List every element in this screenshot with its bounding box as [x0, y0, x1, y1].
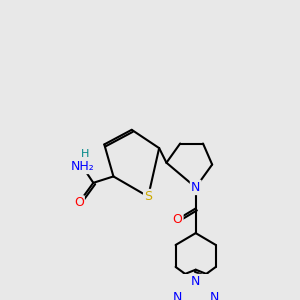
Text: N: N: [209, 291, 219, 300]
Text: N: N: [191, 181, 200, 194]
Text: H: H: [81, 148, 89, 159]
Text: O: O: [74, 196, 84, 209]
Text: N: N: [191, 275, 200, 288]
Text: O: O: [172, 213, 182, 226]
Text: NH₂: NH₂: [70, 160, 94, 173]
Text: N: N: [173, 291, 182, 300]
Text: S: S: [144, 190, 152, 203]
